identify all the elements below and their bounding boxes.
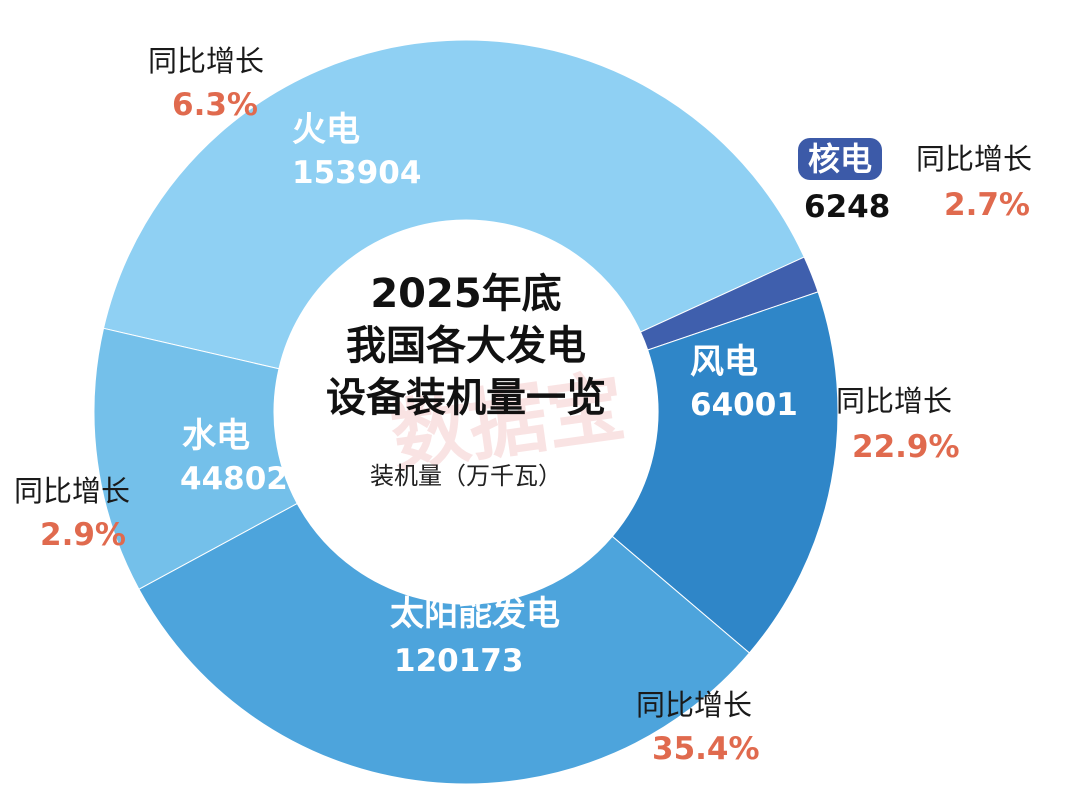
title-line-3: 设备装机量一览: [326, 375, 606, 421]
growth-label-solar: 同比增长: [636, 688, 753, 722]
growth-label-nuclear: 同比增长: [916, 142, 1033, 176]
chart-title: 2025年底 我国各大发电 设备装机量一览: [296, 268, 636, 424]
growth-value-solar: 35.4%: [652, 731, 760, 767]
growth-label-wind: 同比增长: [836, 384, 953, 418]
growth-label-thermal: 同比增长: [148, 44, 265, 78]
value-label-wind: 64001: [690, 387, 798, 423]
growth-value-wind: 22.9%: [852, 429, 960, 465]
category-label-wind: 风电: [690, 342, 758, 382]
value-label-solar: 120173: [394, 643, 524, 679]
unit-label: 装机量（万千瓦）: [370, 462, 562, 490]
title-line-1: 2025年底: [370, 271, 562, 317]
category-label-thermal: 火电: [292, 110, 360, 150]
value-label-hydro: 44802: [180, 461, 288, 497]
growth-value-thermal: 6.3%: [172, 87, 258, 123]
growth-label-hydro: 同比增长: [14, 474, 131, 508]
donut-hole: [274, 220, 658, 604]
growth-value-nuclear: 2.7%: [944, 187, 1030, 223]
category-label-solar: 太阳能发电: [390, 594, 560, 634]
slice-wind: [611, 291, 839, 654]
category-label-hydro: 水电: [182, 416, 250, 456]
slice-solar: [138, 502, 751, 785]
title-line-2: 我国各大发电: [346, 323, 586, 369]
value-label-thermal: 153904: [292, 155, 422, 191]
growth-value-hydro: 2.9%: [40, 517, 126, 553]
category-label-nuclear: 核电: [798, 138, 883, 181]
donut-slices: [93, 39, 839, 785]
value-label-nuclear: 6248: [804, 189, 891, 225]
